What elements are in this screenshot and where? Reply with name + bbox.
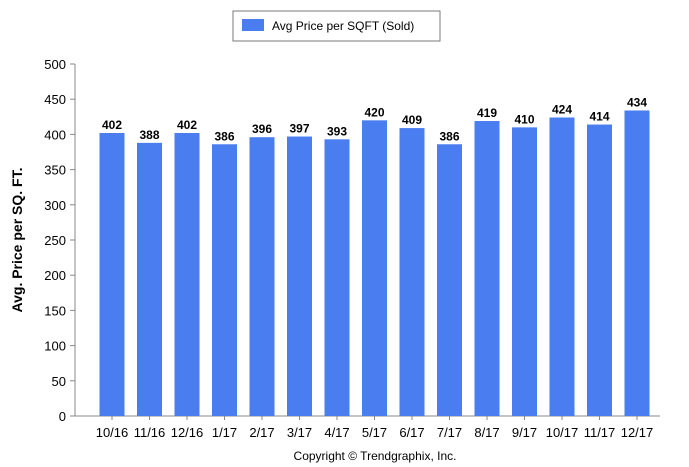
y-tick-label: 300 <box>44 198 66 213</box>
bar <box>587 124 612 416</box>
y-tick-label: 500 <box>44 57 66 72</box>
x-tick-label: 10/16 <box>96 425 129 440</box>
x-tick-label: 4/17 <box>324 425 349 440</box>
y-tick-label: 250 <box>44 233 66 248</box>
bar <box>624 110 650 417</box>
x-tick-label: 2/17 <box>249 425 274 440</box>
bar <box>474 121 500 417</box>
bar <box>174 132 200 416</box>
bar-value-label: 402 <box>177 118 197 132</box>
x-ticks: 10/16 11/16 12/16 1/17 2/17 3/17 4/17 5/17 6/17 7… <box>96 416 654 440</box>
legend-box <box>232 10 441 42</box>
y-tick-label: 50 <box>52 374 66 389</box>
x-tick-label: 11/17 <box>584 425 616 440</box>
x-tick-label: 10/17 <box>546 425 579 440</box>
bar-value-label: 393 <box>327 124 347 138</box>
y-tick-label: 100 <box>44 339 66 354</box>
bar <box>249 137 275 416</box>
bar <box>99 132 125 416</box>
bar-value-label: 409 <box>402 113 422 127</box>
bar <box>512 127 537 417</box>
bar <box>324 139 350 416</box>
y-tick-label: 0 <box>59 409 66 424</box>
copyright-text: Copyright © Trendgraphix, Inc. <box>294 449 457 463</box>
x-tick-label: 7/17 <box>437 425 462 440</box>
bar-value-label: 386 <box>214 129 234 143</box>
y-tick-label: 450 <box>44 92 66 107</box>
legend: Avg Price per SQFT (Sold) <box>232 10 441 42</box>
legend-swatch <box>242 19 264 31</box>
x-tick-label: 6/17 <box>399 425 424 440</box>
bar-value-label: 420 <box>364 105 384 119</box>
bar-value-label: 402 <box>102 118 122 132</box>
legend-label: Avg Price per SQFT (Sold) <box>272 19 414 33</box>
bar <box>399 128 425 416</box>
bar-value-label: 434 <box>627 95 647 109</box>
x-tick-label: 9/17 <box>512 425 537 440</box>
bar-value-label: 410 <box>514 112 534 126</box>
bar <box>362 120 387 416</box>
bar <box>212 144 237 417</box>
y-tick-label: 200 <box>44 268 66 283</box>
x-tick-label: 3/17 <box>287 425 312 440</box>
bar-value-label: 419 <box>477 106 497 120</box>
y-tick-label: 150 <box>44 303 66 318</box>
x-tick-label: 8/17 <box>474 425 499 440</box>
bar <box>437 144 462 417</box>
bar-value-label: 397 <box>289 122 309 136</box>
y-ticks: 0 50 100 150 200 250 300 350 400 450 500 <box>44 57 75 424</box>
x-tick-label: 11/16 <box>134 425 166 440</box>
x-tick-label: 5/17 <box>362 425 387 440</box>
bars: 402 388 402 386 396 397 393 420 409 386 419 410 424 4… <box>99 95 650 417</box>
bar <box>287 136 312 416</box>
bar-value-label: 386 <box>439 129 459 143</box>
bar-value-label: 414 <box>589 110 609 124</box>
x-tick-label: 12/17 <box>621 425 654 440</box>
bar-value-label: 396 <box>252 122 272 136</box>
bar-value-label: 388 <box>139 128 159 142</box>
y-axis-title: Avg. Price per SQ. FT. <box>9 168 25 313</box>
y-tick-label: 350 <box>44 163 66 178</box>
bar <box>137 142 162 416</box>
x-tick-label: 12/16 <box>171 425 204 440</box>
x-tick-label: 1/17 <box>212 425 237 440</box>
y-tick-label: 400 <box>44 127 66 142</box>
bar <box>549 117 575 416</box>
bar-value-label: 424 <box>552 103 572 117</box>
